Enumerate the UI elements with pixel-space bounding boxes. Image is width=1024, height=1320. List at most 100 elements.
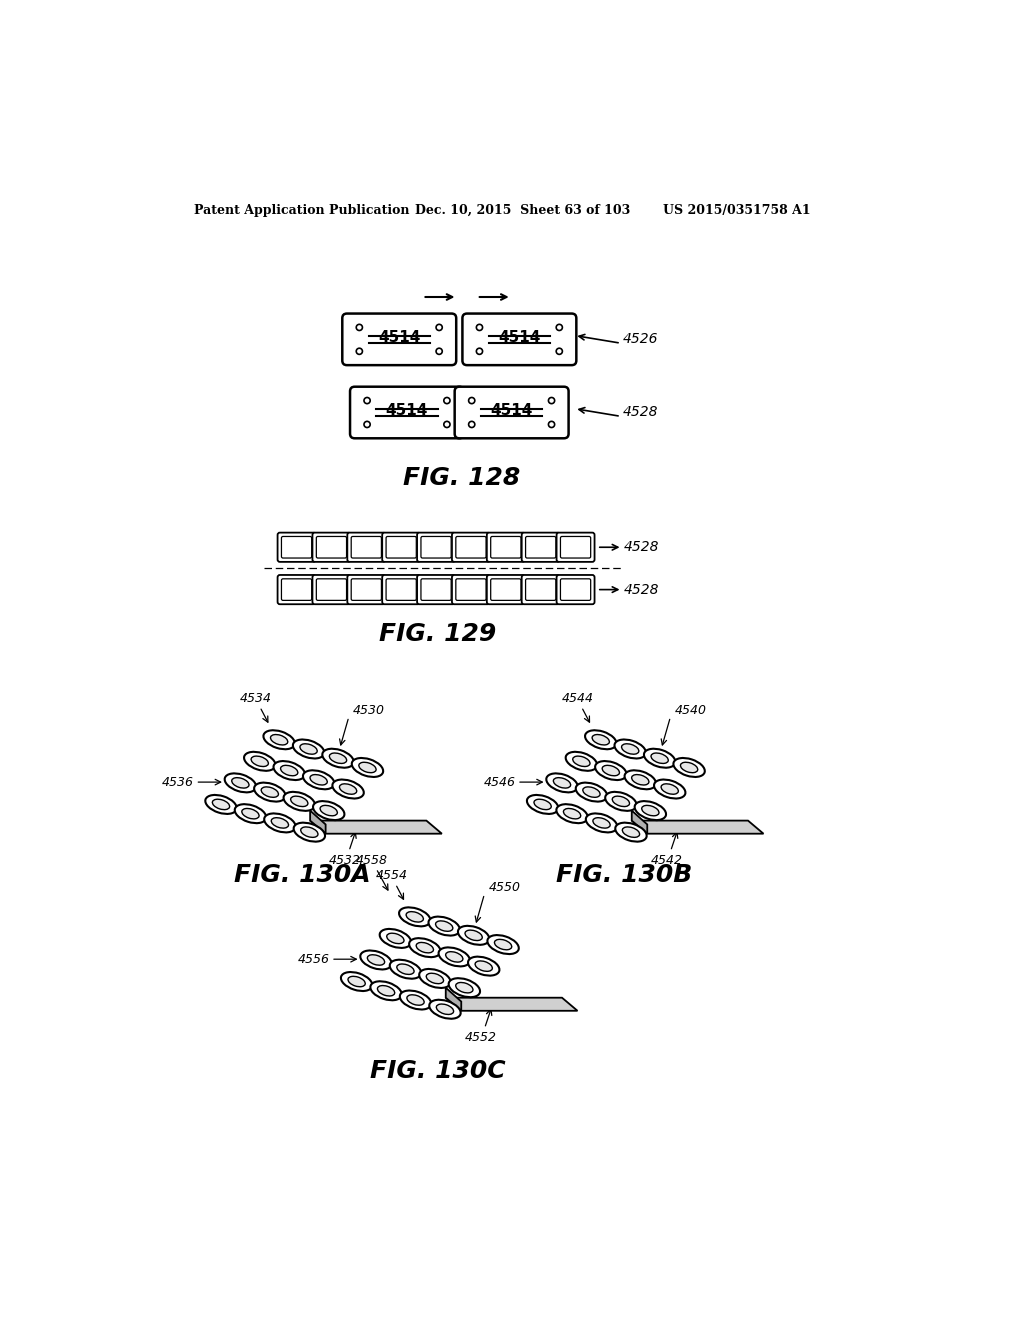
Ellipse shape (556, 804, 588, 824)
Text: Dec. 10, 2015  Sheet 63 of 103: Dec. 10, 2015 Sheet 63 of 103 (415, 205, 630, 218)
Text: 4514: 4514 (490, 403, 532, 417)
Text: FIG. 130B: FIG. 130B (556, 862, 692, 887)
Ellipse shape (625, 771, 656, 789)
Ellipse shape (572, 756, 590, 767)
FancyBboxPatch shape (278, 533, 315, 562)
Polygon shape (632, 821, 764, 834)
Ellipse shape (435, 921, 453, 932)
Ellipse shape (465, 931, 482, 941)
Ellipse shape (270, 734, 288, 744)
Ellipse shape (340, 784, 356, 795)
Ellipse shape (553, 777, 570, 788)
Ellipse shape (681, 762, 697, 772)
FancyBboxPatch shape (452, 576, 489, 605)
Ellipse shape (399, 907, 430, 927)
Ellipse shape (348, 977, 366, 987)
Ellipse shape (419, 969, 451, 987)
Ellipse shape (592, 734, 609, 744)
Polygon shape (445, 998, 578, 1011)
Ellipse shape (410, 939, 440, 957)
Text: FIG. 130A: FIG. 130A (234, 862, 371, 887)
FancyBboxPatch shape (278, 576, 315, 605)
FancyBboxPatch shape (382, 576, 420, 605)
Text: 4550: 4550 (488, 880, 520, 894)
Ellipse shape (428, 916, 460, 936)
Ellipse shape (602, 766, 620, 776)
Ellipse shape (254, 783, 286, 801)
FancyBboxPatch shape (486, 533, 524, 562)
Text: 4556: 4556 (298, 953, 330, 966)
Text: 4558: 4558 (356, 854, 388, 867)
FancyBboxPatch shape (463, 314, 577, 366)
Ellipse shape (261, 787, 279, 797)
Ellipse shape (642, 805, 659, 816)
Ellipse shape (527, 795, 558, 814)
FancyBboxPatch shape (486, 576, 524, 605)
FancyBboxPatch shape (456, 579, 486, 601)
Ellipse shape (407, 912, 423, 923)
Polygon shape (310, 810, 326, 834)
Ellipse shape (205, 795, 237, 814)
Ellipse shape (487, 935, 519, 954)
Ellipse shape (281, 766, 298, 776)
Ellipse shape (310, 775, 328, 785)
Text: 4554: 4554 (376, 869, 408, 882)
Ellipse shape (651, 752, 669, 763)
Ellipse shape (635, 801, 666, 820)
FancyBboxPatch shape (347, 576, 385, 605)
Text: 4540: 4540 (675, 704, 707, 717)
Ellipse shape (397, 964, 414, 974)
FancyBboxPatch shape (350, 387, 464, 438)
Ellipse shape (234, 804, 266, 824)
FancyBboxPatch shape (521, 533, 560, 562)
Ellipse shape (313, 801, 344, 820)
Ellipse shape (407, 995, 424, 1006)
Text: 4536: 4536 (162, 776, 194, 788)
Text: 4530: 4530 (352, 704, 385, 717)
FancyBboxPatch shape (525, 536, 556, 558)
Ellipse shape (615, 822, 647, 842)
Ellipse shape (475, 961, 493, 972)
Ellipse shape (321, 805, 337, 816)
Ellipse shape (330, 752, 347, 763)
Ellipse shape (612, 796, 630, 807)
Ellipse shape (271, 817, 289, 828)
Ellipse shape (294, 822, 325, 842)
Text: 4546: 4546 (483, 776, 515, 788)
FancyBboxPatch shape (282, 536, 311, 558)
FancyBboxPatch shape (455, 387, 568, 438)
Ellipse shape (323, 748, 353, 768)
Text: 4526: 4526 (623, 333, 658, 346)
Ellipse shape (390, 960, 421, 978)
Ellipse shape (456, 982, 473, 993)
Ellipse shape (301, 826, 318, 837)
Text: 4514: 4514 (386, 403, 428, 417)
Ellipse shape (360, 950, 392, 969)
Ellipse shape (358, 762, 376, 772)
Text: US 2015/0351758 A1: US 2015/0351758 A1 (663, 205, 810, 218)
Ellipse shape (380, 929, 411, 948)
FancyBboxPatch shape (421, 536, 452, 558)
Ellipse shape (244, 752, 275, 771)
Ellipse shape (436, 1005, 454, 1015)
Text: 4542: 4542 (650, 854, 683, 867)
Ellipse shape (586, 813, 617, 833)
Ellipse shape (399, 990, 431, 1010)
Polygon shape (310, 821, 442, 834)
Text: FIG. 129: FIG. 129 (379, 622, 497, 647)
Ellipse shape (585, 730, 616, 750)
Ellipse shape (352, 758, 383, 777)
FancyBboxPatch shape (490, 536, 521, 558)
Ellipse shape (264, 813, 296, 833)
Ellipse shape (293, 739, 325, 759)
FancyBboxPatch shape (557, 576, 595, 605)
Ellipse shape (263, 730, 295, 750)
Ellipse shape (242, 808, 259, 818)
Ellipse shape (416, 942, 433, 953)
Polygon shape (445, 987, 461, 1011)
FancyBboxPatch shape (417, 576, 455, 605)
Text: 4528: 4528 (624, 582, 659, 597)
Ellipse shape (303, 771, 335, 789)
Text: 4544: 4544 (561, 692, 594, 705)
Text: 4514: 4514 (499, 330, 541, 345)
